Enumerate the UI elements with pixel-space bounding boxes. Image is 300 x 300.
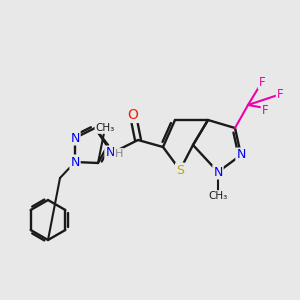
Text: N: N [236, 148, 246, 161]
Text: N: N [105, 146, 115, 160]
Text: F: F [277, 88, 283, 101]
Text: N: N [70, 155, 80, 169]
Text: N: N [213, 166, 223, 178]
Text: N: N [70, 131, 80, 145]
Text: F: F [259, 76, 265, 88]
Text: S: S [176, 164, 184, 176]
Text: CH₃: CH₃ [95, 123, 115, 133]
Text: H: H [115, 149, 123, 159]
Text: O: O [128, 108, 138, 122]
Text: F: F [262, 103, 268, 116]
Text: CH₃: CH₃ [208, 191, 228, 201]
